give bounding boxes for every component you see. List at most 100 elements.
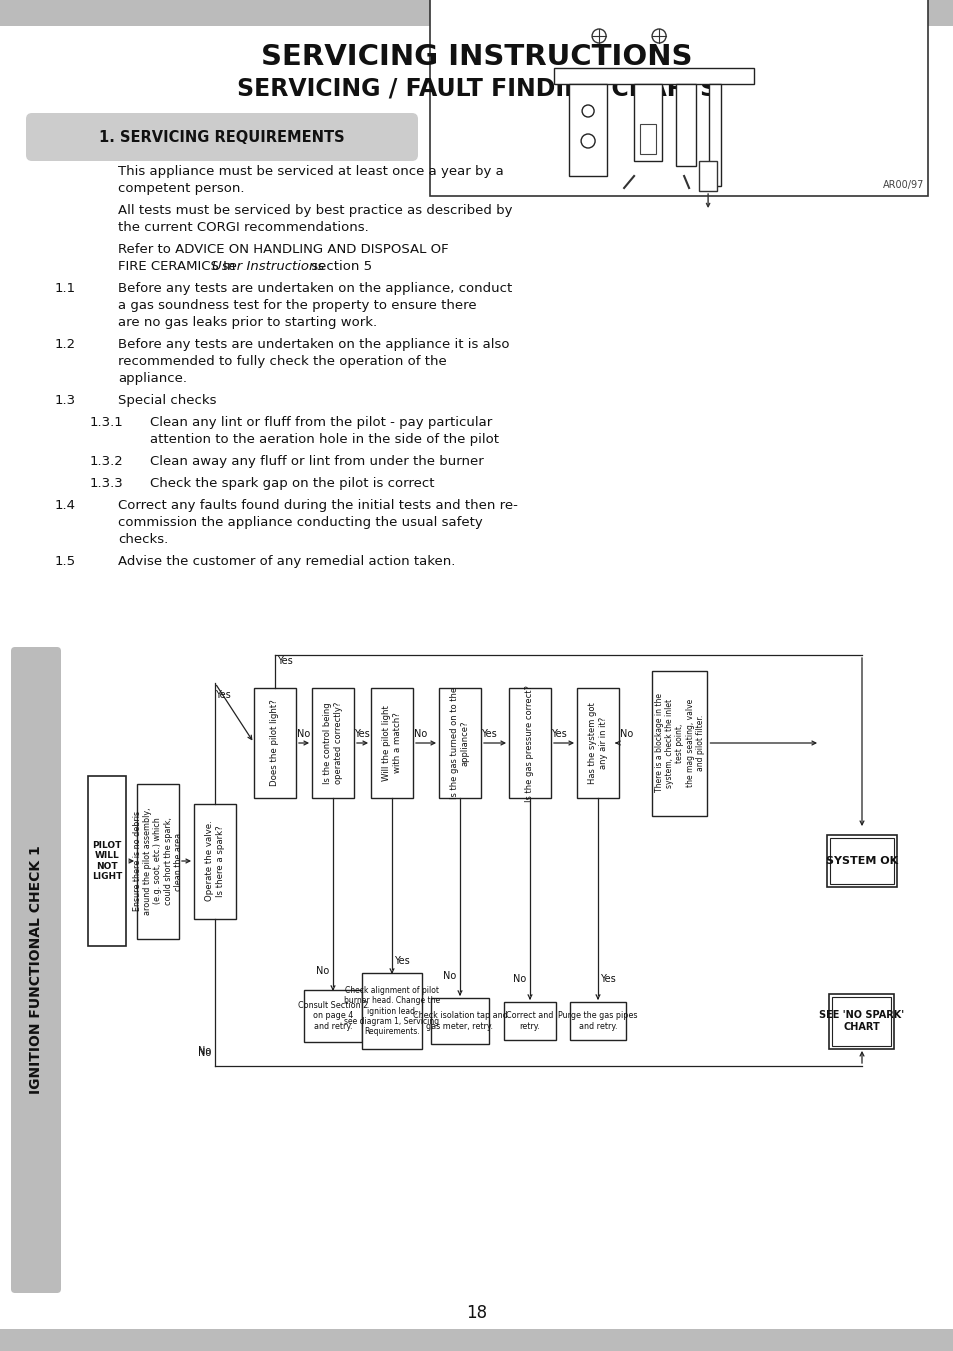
- Text: Will the pilot light
with a match?: Will the pilot light with a match?: [382, 705, 401, 781]
- Bar: [509, 688, 551, 798]
- Text: the current CORGI recommendations.: the current CORGI recommendations.: [118, 222, 369, 234]
- Bar: [708, 84, 720, 186]
- Bar: [652, 670, 707, 816]
- Text: Yes: Yes: [551, 730, 566, 739]
- Text: Operate the valve.
Is there a spark?: Operate the valve. Is there a spark?: [205, 820, 225, 901]
- Text: Before any tests are undertaken on the appliance, conduct: Before any tests are undertaken on the a…: [118, 282, 512, 295]
- Text: Yes: Yes: [354, 730, 370, 739]
- Bar: [569, 1002, 625, 1040]
- Bar: [312, 688, 354, 798]
- Bar: [137, 784, 179, 939]
- Text: SERVICING / FAULT FINDING CHARTS: SERVICING / FAULT FINDING CHARTS: [236, 77, 717, 101]
- FancyBboxPatch shape: [11, 647, 61, 1293]
- Bar: [0, 0, 953, 26]
- Text: FIRE CERAMICS In: FIRE CERAMICS In: [118, 259, 239, 273]
- Text: Clean any lint or fluff from the pilot - pay particular: Clean any lint or fluff from the pilot -…: [150, 416, 492, 430]
- Text: Consult Section 2
on page 4
and retry.: Consult Section 2 on page 4 and retry.: [297, 1001, 368, 1031]
- Text: No: No: [297, 730, 311, 739]
- Bar: [193, 804, 235, 919]
- Text: attention to the aeration hole in the side of the pilot: attention to the aeration hole in the si…: [150, 434, 498, 446]
- Bar: [639, 124, 656, 154]
- Bar: [676, 84, 696, 166]
- Text: Correct and
retry.: Correct and retry.: [506, 1012, 553, 1031]
- Text: PILOT
WILL
NOT
LIGHT: PILOT WILL NOT LIGHT: [91, 840, 122, 881]
- Text: No: No: [443, 971, 456, 981]
- Bar: [503, 1002, 556, 1040]
- Text: 1.1: 1.1: [55, 282, 76, 295]
- Bar: [88, 775, 126, 946]
- Text: Refer to ADVICE ON HANDLING AND DISPOSAL OF: Refer to ADVICE ON HANDLING AND DISPOSAL…: [118, 243, 448, 255]
- Bar: [634, 84, 661, 161]
- Text: Correct any faults found during the initial tests and then re-: Correct any faults found during the init…: [118, 499, 517, 512]
- Text: SERVICING INSTRUCTIONS: SERVICING INSTRUCTIONS: [261, 43, 692, 72]
- Bar: [438, 688, 480, 798]
- Text: 1.5: 1.5: [55, 555, 76, 567]
- Text: checks.: checks.: [118, 534, 168, 546]
- Bar: [699, 161, 717, 190]
- Text: There is a blockage in the
system, check the inlet
test point,
the mag seating, : There is a blockage in the system, check…: [654, 693, 704, 793]
- Text: 1. SERVICING REQUIREMENTS: 1. SERVICING REQUIREMENTS: [99, 130, 344, 145]
- Text: No: No: [619, 730, 633, 739]
- Text: 1.2: 1.2: [55, 338, 76, 351]
- Bar: [371, 688, 413, 798]
- Bar: [829, 838, 893, 884]
- Text: Yes: Yes: [394, 957, 410, 966]
- Text: Is the control being
operated correctly?: Is the control being operated correctly?: [323, 701, 342, 784]
- Text: AR00/97: AR00/97: [882, 180, 923, 190]
- FancyArrowPatch shape: [705, 193, 709, 207]
- Text: Yes: Yes: [276, 657, 293, 666]
- Text: 18: 18: [466, 1304, 487, 1323]
- Text: 1.3.3: 1.3.3: [90, 477, 124, 490]
- Text: Check the spark gap on the pilot is correct: Check the spark gap on the pilot is corr…: [150, 477, 434, 490]
- Text: This appliance must be serviced at least once a year by a: This appliance must be serviced at least…: [118, 165, 503, 178]
- Bar: [59, 651, 939, 1289]
- Text: Purge the gas pipes
and retry.: Purge the gas pipes and retry.: [558, 1012, 638, 1031]
- Bar: [361, 973, 421, 1048]
- Text: 1.3.1: 1.3.1: [90, 416, 124, 430]
- Text: Special checks: Special checks: [118, 394, 216, 407]
- Text: SYSTEM OK: SYSTEM OK: [825, 857, 897, 866]
- Text: Yes: Yes: [214, 690, 231, 700]
- Text: IGNITION FUNCTIONAL CHECK 1: IGNITION FUNCTIONAL CHECK 1: [29, 846, 43, 1094]
- Text: a gas soundness test for the property to ensure there: a gas soundness test for the property to…: [118, 299, 476, 312]
- Text: 1.4: 1.4: [55, 499, 76, 512]
- Bar: [828, 993, 894, 1048]
- Text: appliance.: appliance.: [118, 372, 187, 385]
- FancyBboxPatch shape: [26, 113, 417, 161]
- Bar: [554, 68, 753, 84]
- Bar: [253, 688, 295, 798]
- Text: SEE 'NO SPARK'
CHART: SEE 'NO SPARK' CHART: [819, 1011, 903, 1032]
- Bar: [577, 688, 618, 798]
- Text: competent person.: competent person.: [118, 182, 244, 195]
- Bar: [304, 990, 361, 1042]
- Text: No: No: [198, 1046, 212, 1056]
- Bar: [569, 84, 606, 176]
- Text: Has the system got
any air in it?: Has the system got any air in it?: [588, 703, 607, 784]
- Bar: [0, 1329, 953, 1351]
- Bar: [430, 0, 927, 196]
- Text: No: No: [316, 966, 330, 975]
- Text: 1.3: 1.3: [55, 394, 76, 407]
- Text: 1.3.2: 1.3.2: [90, 455, 124, 467]
- Bar: [826, 835, 896, 888]
- Text: Yes: Yes: [480, 730, 497, 739]
- Text: No: No: [414, 730, 427, 739]
- Text: No: No: [513, 974, 526, 984]
- Text: Advise the customer of any remedial action taken.: Advise the customer of any remedial acti…: [118, 555, 455, 567]
- Text: Is the gas pressure correct?: Is the gas pressure correct?: [525, 685, 534, 801]
- Text: are no gas leaks prior to starting work.: are no gas leaks prior to starting work.: [118, 316, 376, 330]
- Text: recommended to fully check the operation of the: recommended to fully check the operation…: [118, 355, 446, 367]
- Text: Clean away any fluff or lint from under the burner: Clean away any fluff or lint from under …: [150, 455, 483, 467]
- Text: section 5: section 5: [306, 259, 372, 273]
- Text: Check isolation tap and
gas meter, retry.: Check isolation tap and gas meter, retry…: [413, 1012, 507, 1031]
- Text: Ensure there is no debris
around the pilot assembly,
(e.g. soot, etc.) which
cou: Ensure there is no debris around the pil…: [132, 808, 183, 915]
- Text: All tests must be serviced by best practice as described by: All tests must be serviced by best pract…: [118, 204, 512, 218]
- Bar: [431, 998, 489, 1044]
- Text: Before any tests are undertaken on the appliance it is also: Before any tests are undertaken on the a…: [118, 338, 509, 351]
- Text: User Instructions: User Instructions: [213, 259, 324, 273]
- Text: No: No: [198, 1048, 212, 1058]
- Text: Yes: Yes: [599, 974, 616, 984]
- Text: Check alignment of pilot
burner head. Change the
ignition lead,
see diagram 1, S: Check alignment of pilot burner head. Ch…: [344, 986, 439, 1036]
- Text: Does the pilot light?: Does the pilot light?: [271, 700, 279, 786]
- Text: Is the gas turned on to the
appliance?: Is the gas turned on to the appliance?: [450, 686, 469, 798]
